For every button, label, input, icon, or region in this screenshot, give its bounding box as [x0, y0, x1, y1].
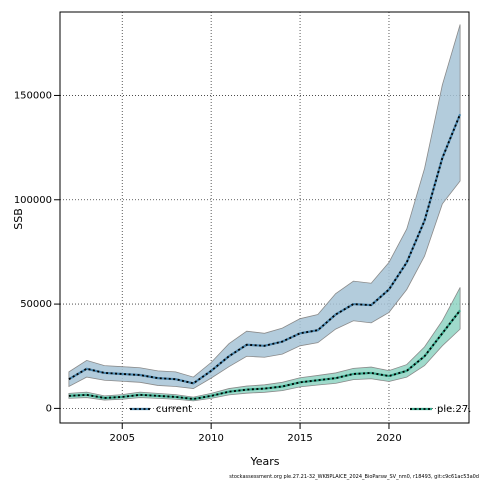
footnote: stockassessment.org ple.27.21-32_WKBPLAI…: [229, 474, 479, 480]
band-current: [68, 24, 461, 389]
series-line-dotted-current: [68, 113, 461, 385]
series-lines: [68, 113, 462, 401]
legend-label-current: current: [156, 404, 192, 415]
x-tick-label: 2005: [110, 433, 135, 444]
series-line-dotted-ple27: [68, 309, 461, 400]
y-tick-label: 50000: [20, 299, 52, 310]
x-tick-label: 2010: [198, 433, 223, 444]
axes: 2005 2010 2015 2020 0 50000 100000 150000: [14, 11, 470, 444]
grid-layer: [60, 12, 469, 423]
y-tick-label: 150000: [14, 90, 52, 101]
legend: current ple.27.: [130, 404, 471, 415]
y-tick-label: 0: [46, 403, 52, 414]
x-axis-title: Years: [249, 455, 279, 468]
x-tick-label: 2020: [376, 433, 401, 444]
y-tick-label: 100000: [14, 195, 52, 206]
x-tick-label: 2015: [287, 433, 312, 444]
legend-label-ple27: ple.27.: [437, 404, 471, 415]
y-axis-title: SSB: [12, 208, 25, 230]
plot-frame: [59, 11, 470, 424]
